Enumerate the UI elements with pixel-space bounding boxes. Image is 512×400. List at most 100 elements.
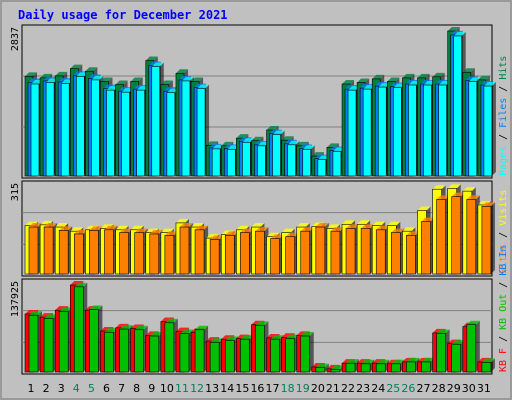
bar-pages-top xyxy=(302,145,315,150)
bar-kb-out-face xyxy=(164,322,175,373)
bar-sites-top xyxy=(240,228,254,233)
bar-pages-face xyxy=(226,149,236,177)
legend-entry: KB Out xyxy=(498,294,509,330)
bar-kb-out-face xyxy=(255,325,265,373)
bar-sites-face xyxy=(481,206,492,275)
bar-sites-top xyxy=(330,227,344,232)
bar-sites-top xyxy=(481,202,495,207)
bar-pages-top xyxy=(483,82,496,87)
bar-sites-face xyxy=(436,199,446,275)
bar-kb-out-face xyxy=(134,329,144,373)
bar-hits-top xyxy=(85,67,98,72)
y-max-label: 2837 xyxy=(10,27,21,51)
bar-sites-face xyxy=(270,238,280,275)
legend: Pages / Files / Hits xyxy=(498,56,509,176)
day-label: 9 xyxy=(148,382,155,395)
bar-kb-out-face xyxy=(360,363,371,373)
bar-sites-top xyxy=(361,224,375,229)
bar-sites-top xyxy=(134,228,148,233)
bar-visits-top xyxy=(296,223,310,228)
bar-visits-top xyxy=(251,223,265,228)
bar-hits-top xyxy=(447,27,460,31)
bar-pages-face xyxy=(75,76,85,177)
bar-pages-face xyxy=(121,91,130,177)
bar-kb-out-top xyxy=(285,334,299,339)
bar-pages-top xyxy=(287,140,300,145)
bar-kb-out-face xyxy=(345,362,356,373)
bar-kb-out-face xyxy=(194,329,205,373)
bar-sites-face xyxy=(421,221,431,275)
day-label: 21 xyxy=(326,382,340,395)
bar-kb-out-face xyxy=(330,369,341,373)
bar-pages-top xyxy=(272,130,285,135)
bar-pages-top xyxy=(151,62,164,67)
bar-sites-face xyxy=(89,230,99,275)
bar-sites-face xyxy=(209,239,220,275)
bar-hits-top xyxy=(25,72,37,77)
day-label: 16 xyxy=(250,382,264,395)
legend-separator: / xyxy=(498,330,509,348)
bar-sites-face xyxy=(391,232,401,275)
bar-kb-out xyxy=(315,363,329,373)
bar-sites-face xyxy=(224,235,235,275)
bar-sites-top xyxy=(29,223,42,228)
bar-sites-face xyxy=(43,226,54,275)
bar-kb-out-top xyxy=(361,359,375,364)
day-label: 17 xyxy=(266,382,280,395)
bar-kb-out-top xyxy=(330,365,344,370)
legend: Sites / Visits xyxy=(498,190,509,274)
bar-pages-face xyxy=(106,89,115,177)
bar-sites-top xyxy=(74,229,88,234)
bar-hits-top xyxy=(191,77,204,82)
bar-sites-face xyxy=(240,232,250,275)
bar-sites-top xyxy=(391,228,405,233)
legend-separator: / xyxy=(498,226,509,244)
bar-hits-top xyxy=(55,71,68,76)
bar-kb-out-face xyxy=(58,311,69,373)
bar-kb-out-face xyxy=(43,318,54,373)
day-label: 26 xyxy=(401,382,415,395)
day-label: 10 xyxy=(160,382,174,395)
bar-pages-face xyxy=(242,141,251,177)
day-label: 12 xyxy=(190,382,204,395)
bar-kb-out-top xyxy=(451,340,465,345)
bar-sites-top xyxy=(451,192,465,197)
bar-sites-top xyxy=(225,231,239,236)
bar-kb-out-top xyxy=(255,321,269,326)
bar-visits-top xyxy=(417,206,431,211)
bar-pages-face xyxy=(166,92,176,177)
bar-visits-top xyxy=(462,187,476,192)
bar-kb-out-top xyxy=(406,357,420,362)
bar-kb-out-top xyxy=(29,311,42,316)
bar-sites-top xyxy=(179,223,193,228)
bar-kb-out-top xyxy=(74,282,88,287)
bar-sites-top xyxy=(406,231,420,236)
bar-pages-face xyxy=(181,80,191,177)
day-label: 27 xyxy=(417,382,431,395)
bar-hits-top xyxy=(130,77,143,82)
bar-kb-out-top xyxy=(44,314,58,319)
bar-sites-face xyxy=(119,232,129,275)
bar-sites-face xyxy=(149,233,160,275)
bar-sites-face xyxy=(315,226,326,275)
bar-hits-top xyxy=(115,80,128,85)
bar-sites xyxy=(481,202,495,275)
bar-kb-out-face xyxy=(421,361,431,373)
bar-kb-out-top xyxy=(436,329,450,334)
bar-visits-top xyxy=(387,221,401,226)
day-label: 20 xyxy=(311,382,325,395)
bar-sites-face xyxy=(194,229,205,275)
bar-sites-face xyxy=(179,226,190,275)
bar-sites-face xyxy=(451,196,462,275)
bar-hits-top xyxy=(100,77,113,82)
bar-sites-top xyxy=(59,226,73,231)
bar-kb-out xyxy=(466,320,480,373)
bar-visits-top xyxy=(175,218,189,223)
day-label: 29 xyxy=(447,382,461,395)
day-label: 1 xyxy=(28,382,35,395)
bar-pages-face xyxy=(287,144,296,177)
bar-pages xyxy=(483,82,496,177)
bar-visits-top xyxy=(432,185,446,190)
day-label: 14 xyxy=(220,382,234,395)
day-label: 5 xyxy=(88,382,95,395)
